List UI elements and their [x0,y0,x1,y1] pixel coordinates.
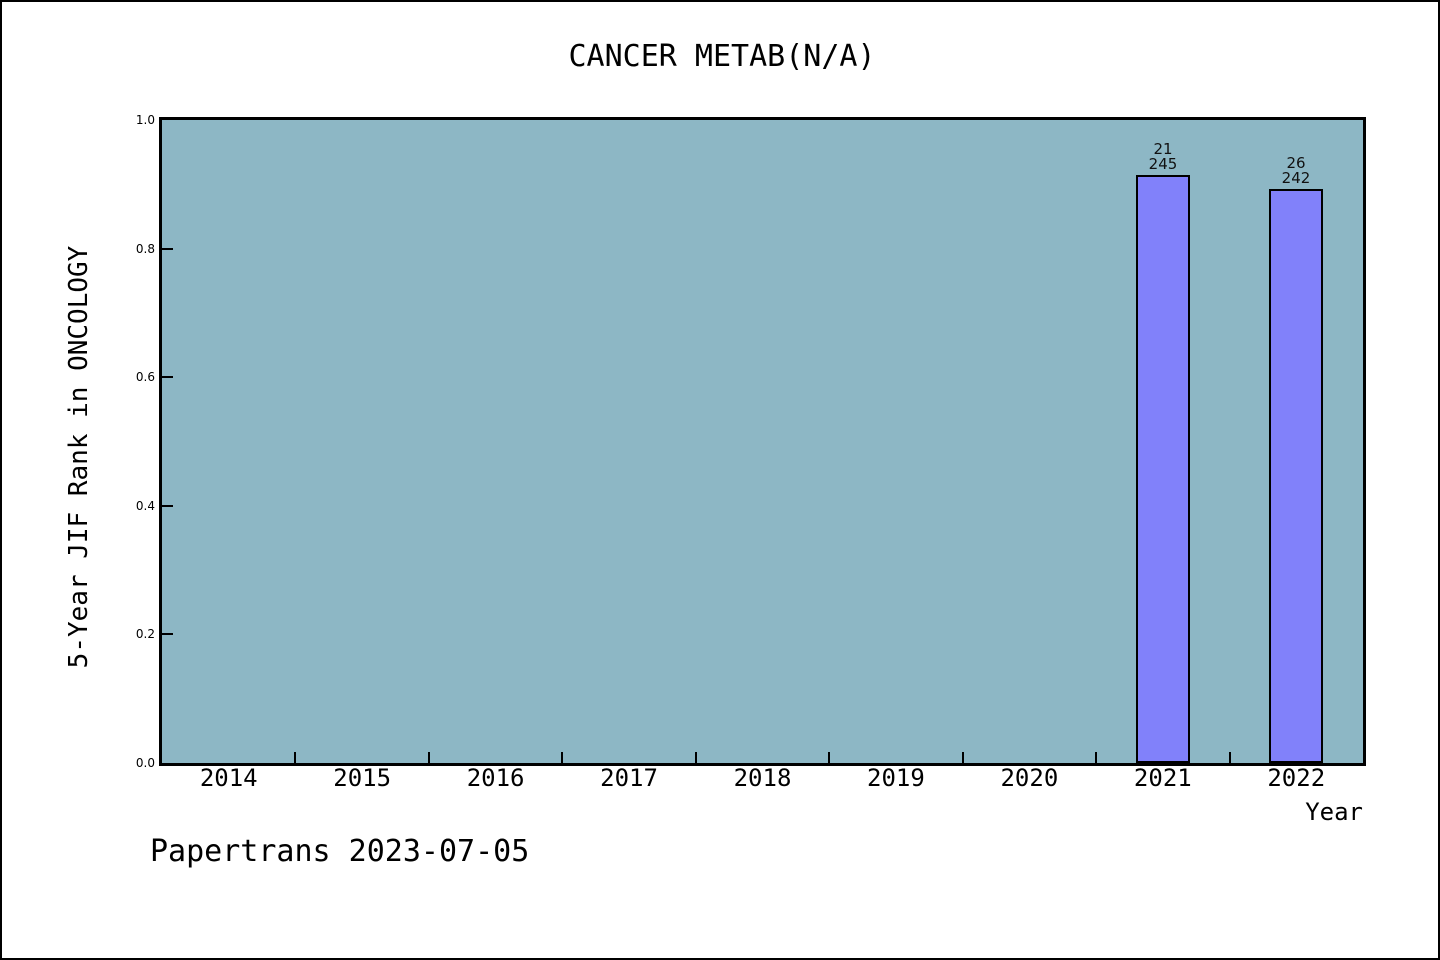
x-tick-mark [694,752,697,763]
chart-title: CANCER METAB(N/A) [568,39,876,74]
bar-value-label-2021: 21 245 [1123,142,1203,172]
bar-label-rank: 26 [1286,154,1306,172]
bar-2022 [1269,189,1323,763]
y-tick-label: 0.4 [135,498,155,513]
x-tick-label-2016: 2016 [466,764,525,792]
y-tick-label: 0.2 [135,627,155,642]
x-tick-mark [961,752,964,763]
x-tick-mark [828,752,831,763]
x-axis-label: Year [1305,798,1363,826]
y-tick-mark [162,247,173,250]
bar-value-label-2022: 26 242 [1256,156,1336,186]
x-tick-label-2015: 2015 [333,764,392,792]
y-tick-label: 0.6 [135,370,155,385]
y-tick-mark [162,633,173,636]
x-tick-mark [294,752,297,763]
y-axis-label: 5-Year JIF Rank in ONCOLOGY [64,245,94,669]
y-tick-mark [162,504,173,507]
x-tick-label-2014: 2014 [199,764,258,792]
bar-label-total: 245 [1148,155,1178,173]
plot-area: 21 245 26 242 [159,117,1366,766]
y-tick-label: 0.8 [135,241,155,256]
y-tick-label: 0.0 [135,756,155,770]
x-tick-label-2019: 2019 [867,764,925,792]
bar-2021 [1136,175,1190,763]
x-tick-mark [1095,752,1098,763]
x-tick-mark [561,752,564,763]
bar-label-rank: 21 [1153,140,1173,158]
x-tick-mark [1228,752,1231,763]
y-tick-label: 1.0 [135,113,155,127]
x-tick-label-2020: 2020 [1000,764,1059,792]
footer-watermark: Papertrans 2023-07-05 [150,834,530,869]
x-tick-mark [427,752,430,763]
x-tick-label-2021: 2021 [1133,764,1192,792]
bar-label-total: 242 [1281,169,1311,187]
x-tick-label-2017: 2017 [600,764,658,792]
y-tick-mark [162,376,173,379]
x-tick-label-2022: 2022 [1267,764,1326,792]
x-tick-label-2018: 2018 [733,764,792,792]
